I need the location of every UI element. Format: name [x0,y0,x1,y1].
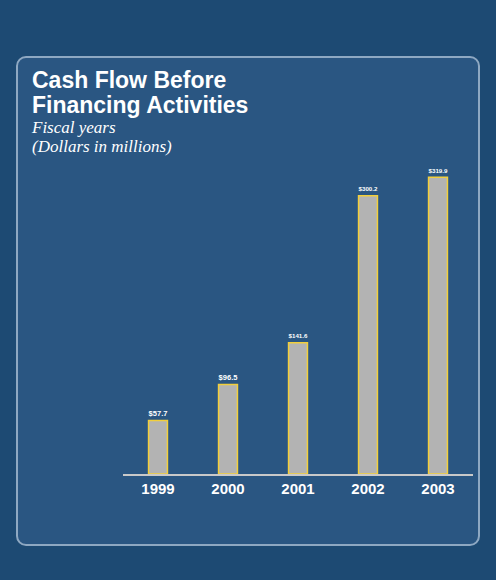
svg-text:$300.2: $300.2 [359,185,378,192]
svg-text:2003: 2003 [421,480,454,497]
svg-text:$141.6: $141.6 [289,332,308,339]
svg-text:2001: 2001 [281,480,314,497]
svg-text:2000: 2000 [211,480,244,497]
html-text:Cash Flow Before Financing Act: Cash Flow Before Financing Activities [32,67,249,118]
html-text:(Dollars in millions): (Dollars in millions) [32,137,172,156]
svg-text:1999: 1999 [141,480,174,497]
svg-text:$319.9: $319.9 [429,167,448,174]
svg-text:$57.7: $57.7 [149,409,168,418]
html-text:Fiscal years: Fiscal years [32,118,116,137]
svg-text:$96.5: $96.5 [219,373,238,382]
svg-text:2002: 2002 [351,480,384,497]
